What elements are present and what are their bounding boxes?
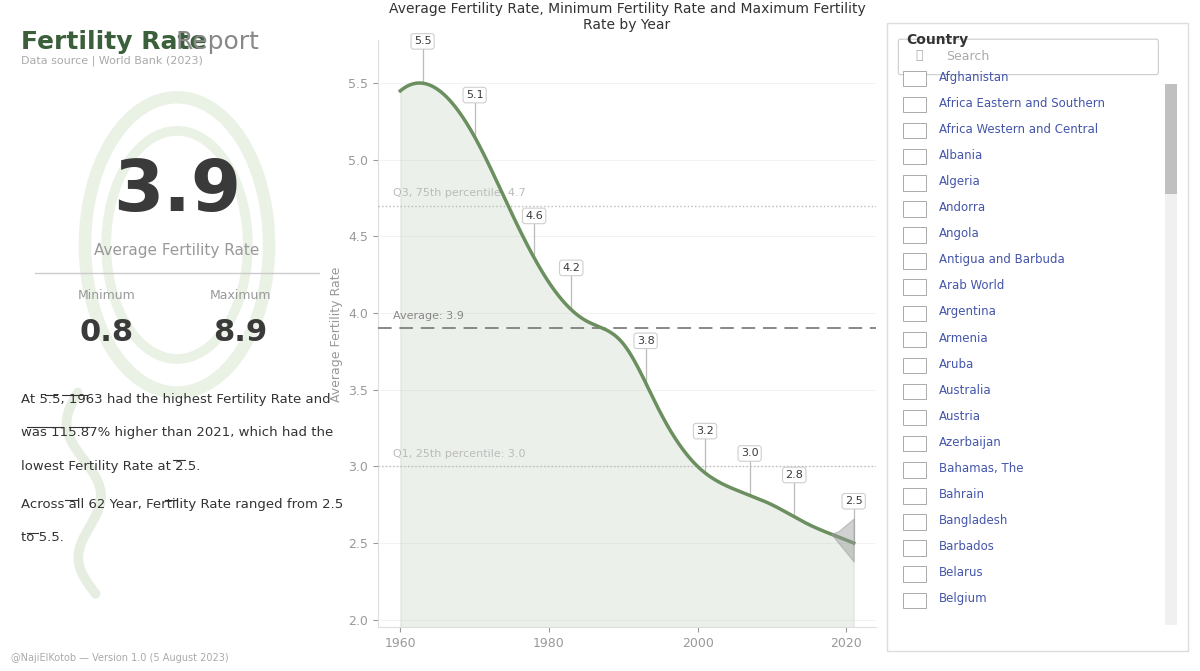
FancyBboxPatch shape bbox=[899, 39, 1158, 74]
Text: Bahamas, The: Bahamas, The bbox=[938, 462, 1024, 475]
Text: Angola: Angola bbox=[938, 227, 979, 240]
Text: Belgium: Belgium bbox=[938, 592, 988, 605]
Text: 3.8: 3.8 bbox=[637, 336, 654, 346]
Bar bbox=[902, 514, 926, 529]
Text: 4.2: 4.2 bbox=[563, 263, 580, 273]
Text: 0.8: 0.8 bbox=[79, 317, 133, 347]
Text: At 5.5, 1963 had the highest Fertility Rate and: At 5.5, 1963 had the highest Fertility R… bbox=[22, 393, 331, 405]
Text: Armenia: Armenia bbox=[938, 331, 989, 345]
Text: Maximum: Maximum bbox=[210, 289, 271, 302]
Text: Azerbaijan: Azerbaijan bbox=[938, 436, 1001, 449]
Text: Belarus: Belarus bbox=[938, 566, 983, 579]
Text: 2.8: 2.8 bbox=[785, 470, 803, 480]
Text: 5.1: 5.1 bbox=[466, 90, 484, 100]
Text: Africa Eastern and Southern: Africa Eastern and Southern bbox=[938, 97, 1104, 110]
Text: lowest Fertility Rate at 2.5.: lowest Fertility Rate at 2.5. bbox=[22, 460, 200, 472]
Text: Bahrain: Bahrain bbox=[938, 488, 984, 501]
Text: Algeria: Algeria bbox=[938, 175, 980, 188]
Bar bbox=[902, 149, 926, 164]
Bar bbox=[902, 227, 926, 243]
Text: 3.2: 3.2 bbox=[696, 426, 714, 436]
Text: Africa Western and Central: Africa Western and Central bbox=[938, 123, 1098, 136]
Text: @NajiElKotob — Version 1.0 (5 August 2023): @NajiElKotob — Version 1.0 (5 August 202… bbox=[11, 653, 228, 663]
Text: 3.9: 3.9 bbox=[113, 157, 241, 225]
Bar bbox=[902, 254, 926, 269]
FancyBboxPatch shape bbox=[888, 23, 1188, 651]
Text: Austria: Austria bbox=[938, 410, 980, 423]
Text: 4.6: 4.6 bbox=[526, 211, 542, 221]
Text: Data source | World Bank (2023): Data source | World Bank (2023) bbox=[22, 55, 203, 66]
Bar bbox=[1164, 85, 1177, 194]
Text: 5.5: 5.5 bbox=[414, 36, 432, 46]
Bar bbox=[902, 566, 926, 582]
Bar bbox=[902, 358, 926, 373]
Title: Average Fertility Rate, Minimum Fertility Rate and Maximum Fertility
Rate by Yea: Average Fertility Rate, Minimum Fertilit… bbox=[389, 2, 865, 32]
Text: Aruba: Aruba bbox=[938, 358, 974, 370]
Text: Barbados: Barbados bbox=[938, 540, 995, 554]
Text: ⌕: ⌕ bbox=[916, 50, 923, 62]
Text: Average Fertility Rate: Average Fertility Rate bbox=[95, 243, 259, 258]
Text: Andorra: Andorra bbox=[938, 201, 985, 214]
Bar bbox=[902, 305, 926, 321]
Bar bbox=[902, 175, 926, 191]
Text: Albania: Albania bbox=[938, 149, 983, 162]
Bar bbox=[902, 462, 926, 478]
Text: Argentina: Argentina bbox=[938, 305, 996, 319]
Y-axis label: Average Fertility Rate: Average Fertility Rate bbox=[330, 266, 343, 401]
Text: Minimum: Minimum bbox=[77, 289, 136, 302]
Text: Report: Report bbox=[168, 30, 259, 54]
Bar bbox=[902, 592, 926, 608]
Text: 3.0: 3.0 bbox=[740, 448, 758, 458]
Text: Bangladesh: Bangladesh bbox=[938, 514, 1008, 527]
Bar bbox=[902, 331, 926, 347]
Text: Arab World: Arab World bbox=[938, 279, 1004, 293]
Bar bbox=[902, 410, 926, 425]
Bar bbox=[902, 436, 926, 452]
Text: Across all 62 Year, Fertility Rate ranged from 2.5: Across all 62 Year, Fertility Rate range… bbox=[22, 498, 343, 511]
Bar bbox=[902, 201, 926, 217]
Bar bbox=[902, 540, 926, 556]
Text: Q1, 25th percentile: 3.0: Q1, 25th percentile: 3.0 bbox=[392, 449, 526, 459]
Text: Australia: Australia bbox=[938, 384, 991, 397]
Text: Country: Country bbox=[906, 33, 968, 47]
Text: Search: Search bbox=[947, 50, 990, 63]
Bar bbox=[902, 123, 926, 138]
Text: 2.5: 2.5 bbox=[845, 497, 863, 507]
Bar bbox=[902, 488, 926, 504]
Text: 8.9: 8.9 bbox=[214, 317, 268, 347]
Text: Afghanistan: Afghanistan bbox=[938, 70, 1009, 84]
Bar bbox=[902, 97, 926, 112]
Text: Q3, 75th percentile: 4.7: Q3, 75th percentile: 4.7 bbox=[392, 188, 526, 198]
Bar bbox=[902, 384, 926, 399]
Text: Average: 3.9: Average: 3.9 bbox=[392, 311, 463, 321]
Text: to 5.5.: to 5.5. bbox=[22, 531, 64, 544]
Bar bbox=[902, 279, 926, 295]
Text: was 115.87% higher than 2021, which had the: was 115.87% higher than 2021, which had … bbox=[22, 426, 334, 439]
Bar bbox=[902, 70, 926, 86]
Text: Fertility Rate: Fertility Rate bbox=[22, 30, 206, 54]
Bar bbox=[1164, 85, 1177, 625]
Text: Antigua and Barbuda: Antigua and Barbuda bbox=[938, 254, 1064, 266]
